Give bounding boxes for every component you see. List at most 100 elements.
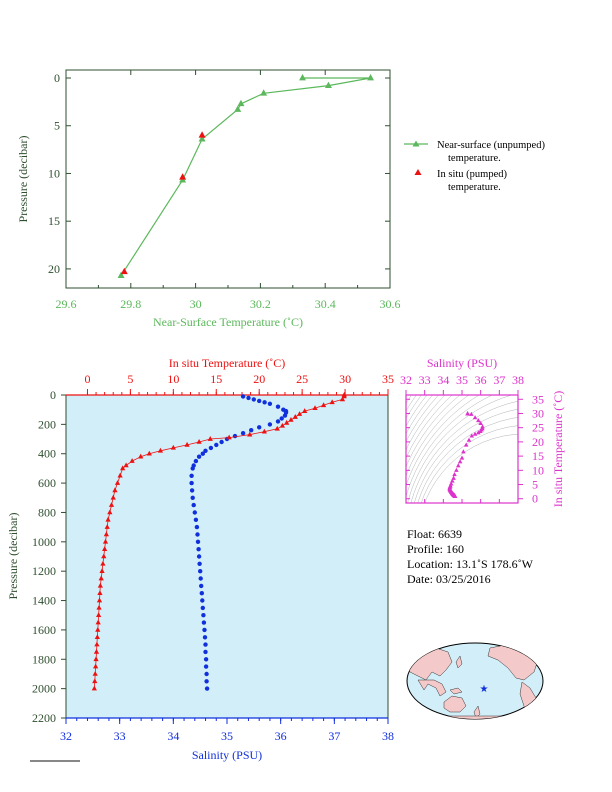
- salinity-point: [279, 416, 284, 421]
- salinity-point: [246, 395, 251, 401]
- float-id: Float: 6639: [407, 527, 462, 541]
- temperature-point: [93, 656, 99, 662]
- top-y-tick-label: 5: [54, 119, 60, 133]
- salinity-point: [193, 517, 199, 522]
- salinity-point: [200, 598, 205, 603]
- temperature-point: [339, 396, 346, 402]
- sal-tick-label: 33: [114, 729, 126, 743]
- ts-series: [447, 411, 485, 499]
- top-chart-series: [117, 74, 375, 278]
- temperature-point: [102, 546, 108, 551]
- salinity-point: [200, 451, 205, 456]
- legend-green-marker: [412, 140, 420, 147]
- salinity-point: [204, 679, 209, 684]
- top-x-tick-label: 29.8: [120, 297, 141, 311]
- top-chart-frame: [65, 69, 391, 289]
- ts-temp-tick-label: 10: [532, 463, 544, 477]
- south-asia-landmass: [417, 679, 447, 697]
- salinity-point: [196, 454, 202, 459]
- salinity-point: [219, 439, 224, 445]
- salinity-point: [198, 576, 203, 581]
- salinity-point: [203, 664, 209, 669]
- temperature-point: [284, 419, 290, 425]
- pressure-tick-label: 2000: [32, 682, 56, 696]
- salinity-point: [199, 583, 204, 589]
- temperature-point: [96, 612, 102, 618]
- salinity-point: [282, 413, 288, 418]
- temperature-point: [312, 405, 318, 411]
- legend-item-in-situ-line1: In situ (pumped): [437, 169, 507, 180]
- ts-sal-tick-label: 38: [512, 373, 524, 387]
- temperature-point: [110, 494, 116, 500]
- temp-tick-label: 10: [167, 372, 179, 386]
- ts-point: [457, 459, 463, 464]
- temperature-point: [102, 538, 109, 544]
- sal-tick-label: 34: [167, 729, 179, 743]
- temperature-point: [101, 553, 107, 559]
- top-chart-ylabel: Pressure (decibar): [16, 136, 30, 223]
- ts-sal-tick-label: 34: [437, 373, 449, 387]
- temperature-point: [123, 462, 129, 468]
- salinity-point: [202, 627, 207, 633]
- legend: Near-surface (unpumped) temperature. In …: [404, 140, 545, 193]
- ts-point: [463, 442, 469, 447]
- ts-salinity-tick-labels: 32 33 34 35 36 37 38: [400, 373, 524, 387]
- legend-item-near-surface-line1: Near-surface (unpumped): [437, 140, 545, 151]
- legend-red-marker: [414, 169, 422, 175]
- top-chart: 29.6 29.8 30 30.2 30.4 30.6 0 5 10 15 20 Near-Sur…: [16, 69, 401, 329]
- ts-temp-tick-label: 30: [532, 406, 544, 420]
- top-x-tick-label: 30.2: [250, 297, 271, 311]
- ts-point: [465, 411, 470, 416]
- salinity-point: [262, 400, 267, 405]
- temperature-point: [341, 393, 347, 399]
- temperature-point: [138, 453, 144, 459]
- salinity-point: [197, 561, 202, 566]
- salinity-point: [190, 495, 195, 500]
- temp-tick-label: 25: [296, 372, 308, 386]
- top-y-tick-label: 0: [54, 71, 60, 85]
- salinity-point: [208, 445, 214, 451]
- near-surface-point: [237, 99, 245, 107]
- temperature-point: [96, 597, 103, 603]
- temperature-point: [129, 458, 135, 463]
- pressure-tick-label: 0: [50, 388, 56, 402]
- salinity-point: [204, 686, 210, 691]
- salinity-point: [257, 425, 262, 430]
- salinity-point: [251, 397, 256, 402]
- temperature-point: [97, 582, 103, 588]
- salinity-point: [190, 466, 195, 471]
- temperature-point: [288, 416, 294, 422]
- pressure-tick-label: 1800: [32, 652, 56, 666]
- salinity-point: [267, 422, 273, 427]
- ts-point: [452, 471, 457, 477]
- near-surface-point: [367, 74, 375, 81]
- temperature-point: [279, 422, 285, 428]
- salinity-tick-labels: 32 33 34 35 36 37 38: [60, 729, 394, 743]
- top-y-tick-label: 20: [48, 262, 60, 276]
- ts-point: [451, 475, 456, 480]
- ts-temp-tick-label: 35: [532, 392, 544, 406]
- temperature-point: [207, 436, 213, 441]
- temperature-point: [93, 663, 99, 669]
- ts-point: [472, 415, 478, 420]
- australia-landmass: [443, 695, 467, 713]
- salinity-point: [195, 539, 201, 544]
- salinity-point: [240, 394, 246, 399]
- profile-chart-ylabel: Pressure (decibar): [6, 513, 20, 600]
- in-situ-point: [198, 131, 206, 138]
- ts-temp-tick-label: 25: [532, 421, 544, 435]
- salinity-point: [232, 433, 238, 439]
- salinity-axis-label: Salinity (PSU): [192, 748, 262, 762]
- top-chart-ticks: [65, 70, 391, 288]
- salinity-point: [203, 649, 208, 655]
- pressure-tick-label: 1400: [32, 594, 56, 608]
- top-y-tick-label: 10: [48, 166, 60, 180]
- ts-point: [461, 449, 466, 454]
- salinity-point: [214, 442, 219, 448]
- profile-chart-ticks: [61, 389, 389, 724]
- salinity-point: [198, 569, 203, 574]
- float-info: Float: 6639 Profile: 160 Location: 13.1˚…: [407, 527, 534, 586]
- temperature-point: [196, 438, 202, 444]
- temperature-point: [100, 560, 106, 566]
